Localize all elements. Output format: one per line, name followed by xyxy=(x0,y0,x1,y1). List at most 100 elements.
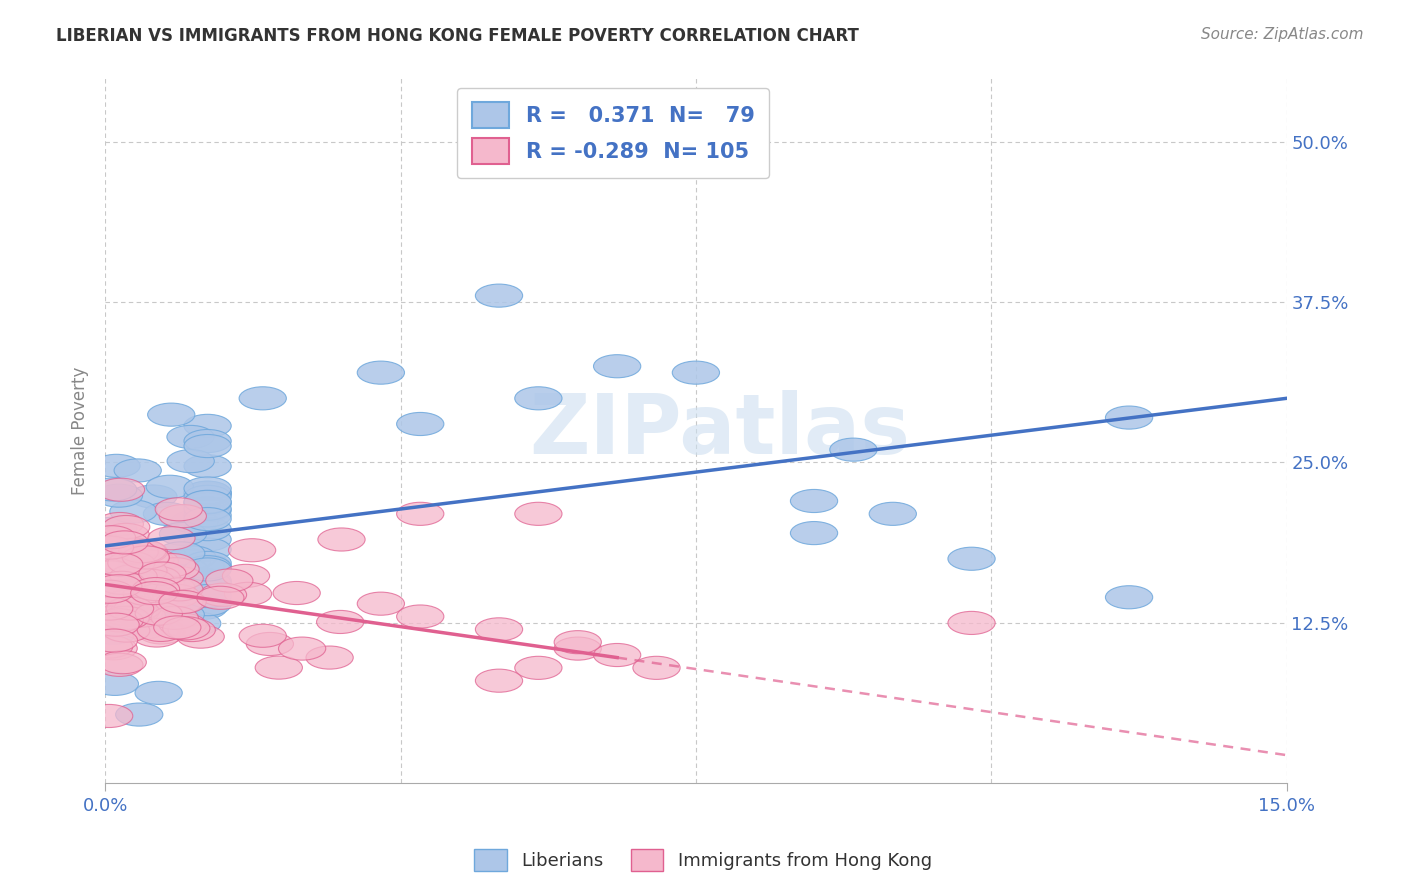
Ellipse shape xyxy=(134,566,180,590)
Y-axis label: Female Poverty: Female Poverty xyxy=(72,367,89,494)
Ellipse shape xyxy=(246,632,294,656)
Ellipse shape xyxy=(87,607,135,630)
Ellipse shape xyxy=(127,549,174,572)
Ellipse shape xyxy=(153,584,200,607)
Ellipse shape xyxy=(101,607,149,630)
Ellipse shape xyxy=(153,615,201,639)
Ellipse shape xyxy=(307,646,353,669)
Ellipse shape xyxy=(90,478,136,501)
Ellipse shape xyxy=(118,540,166,563)
Ellipse shape xyxy=(135,681,183,705)
Ellipse shape xyxy=(96,609,143,632)
Ellipse shape xyxy=(122,546,170,569)
Ellipse shape xyxy=(254,656,302,679)
Ellipse shape xyxy=(148,526,195,549)
Ellipse shape xyxy=(111,601,159,624)
Ellipse shape xyxy=(103,524,149,547)
Ellipse shape xyxy=(139,562,186,585)
Ellipse shape xyxy=(104,590,152,613)
Ellipse shape xyxy=(475,284,523,307)
Ellipse shape xyxy=(96,653,143,676)
Ellipse shape xyxy=(184,491,231,514)
Legend: R =   0.371  N=   79, R = -0.289  N= 105: R = 0.371 N= 79, R = -0.289 N= 105 xyxy=(457,87,769,178)
Ellipse shape xyxy=(152,558,200,581)
Ellipse shape xyxy=(169,546,217,569)
Ellipse shape xyxy=(357,592,405,615)
Ellipse shape xyxy=(156,591,202,615)
Ellipse shape xyxy=(90,629,138,652)
Ellipse shape xyxy=(89,525,135,549)
Ellipse shape xyxy=(184,414,231,437)
Ellipse shape xyxy=(1105,586,1153,609)
Ellipse shape xyxy=(184,482,231,505)
Ellipse shape xyxy=(159,523,207,545)
Ellipse shape xyxy=(515,657,562,680)
Text: Source: ZipAtlas.com: Source: ZipAtlas.com xyxy=(1201,27,1364,42)
Ellipse shape xyxy=(118,567,166,591)
Ellipse shape xyxy=(554,631,602,654)
Ellipse shape xyxy=(184,455,231,478)
Ellipse shape xyxy=(143,502,191,525)
Ellipse shape xyxy=(184,497,231,520)
Ellipse shape xyxy=(98,571,145,594)
Text: ZIPatlas: ZIPatlas xyxy=(529,390,910,471)
Ellipse shape xyxy=(110,565,157,588)
Ellipse shape xyxy=(120,559,167,582)
Ellipse shape xyxy=(150,607,198,630)
Ellipse shape xyxy=(396,605,444,628)
Ellipse shape xyxy=(197,586,245,609)
Ellipse shape xyxy=(103,516,150,539)
Ellipse shape xyxy=(103,554,150,577)
Ellipse shape xyxy=(167,425,214,449)
Ellipse shape xyxy=(184,434,231,458)
Ellipse shape xyxy=(172,510,218,533)
Ellipse shape xyxy=(103,554,150,577)
Ellipse shape xyxy=(86,705,132,728)
Ellipse shape xyxy=(120,541,167,563)
Ellipse shape xyxy=(318,528,366,551)
Ellipse shape xyxy=(120,616,167,640)
Ellipse shape xyxy=(111,541,159,564)
Ellipse shape xyxy=(118,554,166,577)
Ellipse shape xyxy=(475,618,523,640)
Ellipse shape xyxy=(97,478,145,501)
Ellipse shape xyxy=(184,556,231,579)
Ellipse shape xyxy=(184,504,231,527)
Ellipse shape xyxy=(184,485,231,508)
Ellipse shape xyxy=(108,551,155,574)
Ellipse shape xyxy=(149,554,195,576)
Ellipse shape xyxy=(146,475,194,499)
Ellipse shape xyxy=(93,536,139,559)
Ellipse shape xyxy=(118,604,166,627)
Ellipse shape xyxy=(93,454,141,477)
Ellipse shape xyxy=(200,583,246,607)
Ellipse shape xyxy=(184,483,231,506)
Ellipse shape xyxy=(184,517,231,541)
Ellipse shape xyxy=(228,539,276,562)
Ellipse shape xyxy=(163,549,211,573)
Ellipse shape xyxy=(184,538,231,561)
Ellipse shape xyxy=(115,601,163,624)
Ellipse shape xyxy=(163,616,209,640)
Ellipse shape xyxy=(184,477,231,500)
Ellipse shape xyxy=(134,624,180,647)
Ellipse shape xyxy=(948,547,995,570)
Ellipse shape xyxy=(157,541,205,565)
Ellipse shape xyxy=(869,502,917,525)
Ellipse shape xyxy=(148,602,194,625)
Ellipse shape xyxy=(148,576,195,599)
Ellipse shape xyxy=(184,558,231,581)
Ellipse shape xyxy=(515,387,562,409)
Ellipse shape xyxy=(159,505,207,528)
Ellipse shape xyxy=(110,600,157,624)
Ellipse shape xyxy=(103,619,150,642)
Ellipse shape xyxy=(475,669,523,692)
Ellipse shape xyxy=(159,591,207,614)
Ellipse shape xyxy=(1105,406,1153,429)
Ellipse shape xyxy=(316,610,364,633)
Ellipse shape xyxy=(177,625,225,648)
Ellipse shape xyxy=(98,650,146,673)
Ellipse shape xyxy=(222,565,270,588)
Ellipse shape xyxy=(184,481,231,504)
Ellipse shape xyxy=(184,492,231,516)
